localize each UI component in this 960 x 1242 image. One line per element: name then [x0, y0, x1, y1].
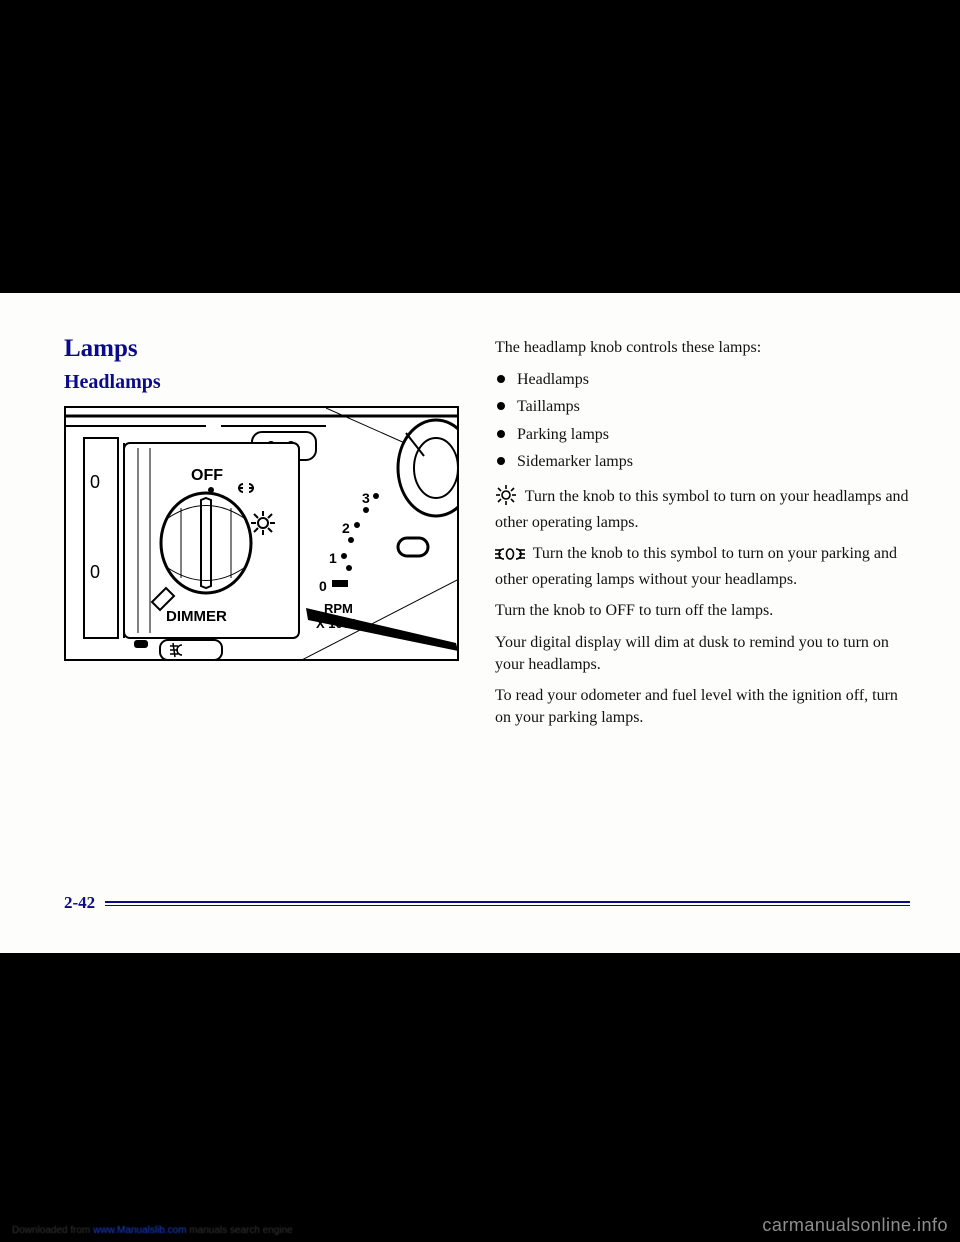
svg-text:0: 0: [90, 472, 100, 492]
footer-rules: [105, 901, 910, 906]
para-headlamp-symbol-text: Turn the knob to this symbol to turn on …: [495, 488, 909, 531]
content-columns: Lamps Headlamps: [64, 335, 910, 738]
figure-drawing: 0 1 2 3 RPM X 1000: [66, 408, 459, 661]
heading-headlamps: Headlamps: [64, 371, 459, 394]
page-number: 2-42: [64, 893, 95, 913]
headlamp-symbol-icon: [495, 485, 517, 512]
svg-text:RPM: RPM: [324, 601, 353, 616]
download-link[interactable]: www.Manualslib.com: [93, 1225, 186, 1236]
para-odometer: To read your odometer and fuel level wit…: [495, 685, 910, 728]
svg-text:3: 3: [362, 490, 370, 506]
page-footer: 2-42: [64, 893, 910, 913]
headlamp-knob-figure: 0 1 2 3 RPM X 1000: [64, 406, 459, 661]
svg-text:DIMMER: DIMMER: [166, 608, 227, 625]
svg-text:OFF: OFF: [191, 467, 223, 484]
svg-text:X 1000: X 1000: [316, 616, 357, 631]
parking-lamp-symbol-icon: [495, 546, 525, 569]
para-display-dim: Your digital display will dim at dusk to…: [495, 632, 910, 675]
download-prefix: Downloaded from: [12, 1225, 93, 1236]
intro-text: The headlamp knob controls these lamps:: [495, 337, 910, 359]
bullet-headlamps: Headlamps: [495, 369, 910, 391]
download-attribution: Downloaded from www.Manualslib.com manua…: [12, 1225, 293, 1236]
para-parking-symbol: Turn the knob to this symbol to turn on …: [495, 543, 910, 590]
bullet-parking-lamps: Parking lamps: [495, 424, 910, 446]
manual-page: Lamps Headlamps: [0, 293, 960, 953]
svg-text:0: 0: [319, 578, 327, 594]
controls-list: Headlamps Taillamps Parking lamps Sidema…: [495, 369, 910, 473]
bullet-sidemarker-lamps: Sidemarker lamps: [495, 451, 910, 473]
bottom-bar: Downloaded from www.Manualslib.com manua…: [0, 1212, 960, 1242]
svg-text:0: 0: [90, 562, 100, 582]
right-column: The headlamp knob controls these lamps: …: [495, 335, 910, 738]
svg-text:1: 1: [329, 550, 337, 566]
para-headlamp-symbol: Turn the knob to this symbol to turn on …: [495, 485, 910, 533]
download-suffix: manuals search engine: [187, 1225, 293, 1236]
svg-text:2: 2: [342, 520, 350, 536]
para-off: Turn the knob to OFF to turn off the lam…: [495, 600, 910, 622]
para-parking-symbol-text: Turn the knob to this symbol to turn on …: [495, 545, 897, 588]
site-watermark: carmanualsonline.info: [762, 1215, 948, 1236]
bullet-taillamps: Taillamps: [495, 396, 910, 418]
left-column: Lamps Headlamps: [64, 335, 459, 738]
heading-lamps: Lamps: [64, 335, 459, 363]
